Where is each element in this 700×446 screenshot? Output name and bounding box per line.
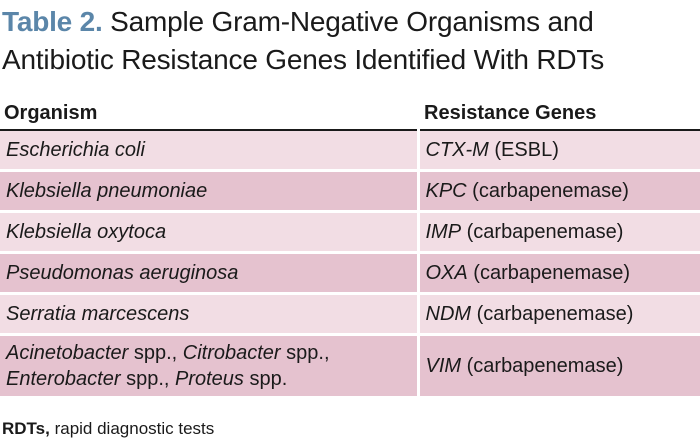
footnote-abbreviation: RDTs, [2,419,50,438]
resistance-gene-cell: CTX-M (ESBL) [418,130,700,172]
organisms-table: Organism Resistance Genes Escherichia co… [0,97,700,399]
genus-citrobacter: Citrobacter [182,342,281,364]
gene-name: NDM [425,303,472,325]
resistance-gene-cell: OXA (carbapenemase) [418,252,700,295]
table-row: Acinetobacter spp., Citrobacter spp., Ent… [0,334,700,399]
genus-proteus: Proteus [175,368,244,390]
organism-cell: Klebsiella pneumoniae [0,170,420,213]
gene-description: (carbapenemase) [466,180,629,202]
gene-name: OXA [425,262,468,284]
table-row: Klebsiella oxytoca IMP (carbapenemase) [0,211,700,254]
gene-description: (carbapenemase) [461,221,624,243]
organism-cell: Escherichia coli [0,130,420,172]
genus-acinetobacter: Acinetobacter [6,342,129,364]
table-footnote: RDTs, rapid diagnostic tests [2,418,214,440]
spp-text: spp., [280,342,330,364]
organism-cell: Pseudomonas aeruginosa [0,252,420,295]
gene-description: (carbapenemase) [471,303,634,325]
table-number-label: Table 2. [2,6,103,37]
column-header-organism: Organism [0,97,418,131]
genus-enterobacter: Enterobacter [6,368,121,390]
table-title: Table 2. Sample Gram-Negative Organisms … [2,3,698,79]
table-row: Escherichia coli CTX-M (ESBL) [0,130,700,172]
table-row: Klebsiella pneumoniae KPC (carbapenemase… [0,170,700,213]
resistance-gene-cell: NDM (carbapenemase) [418,293,700,336]
gene-name: IMP [425,221,462,243]
footnote-text: rapid diagnostic tests [49,419,215,438]
organism-cell: Serratia marcescens [0,293,420,336]
table-header-row: Organism Resistance Genes [0,97,700,131]
resistance-gene-cell: IMP (carbapenemase) [418,211,700,254]
gene-description: (carbapenemase) [467,262,631,284]
gene-name: KPC [425,180,467,202]
table-row: Serratia marcescens NDM (carbapenemase) [0,293,700,336]
organism-cell: Acinetobacter spp., Citrobacter spp., Ent… [0,334,420,399]
resistance-gene-cell: VIM (carbapenemase) [418,334,700,399]
spp-text: spp. [243,368,288,390]
gene-name: VIM [425,355,462,377]
resistance-gene-cell: KPC (carbapenemase) [418,170,700,213]
organism-cell: Klebsiella oxytoca [0,211,420,254]
column-header-resistance-genes: Resistance Genes [418,97,700,131]
spp-text: spp., [128,342,183,364]
table-title-text: Sample Gram-Negative Organisms and Antib… [2,6,604,75]
gene-description: (carbapenemase) [461,355,624,377]
gene-description: (ESBL) [488,139,559,161]
table-row: Pseudomonas aeruginosa OXA (carbapenemas… [0,252,700,295]
spp-text: spp., [120,368,175,390]
gene-name: CTX-M [425,139,489,161]
